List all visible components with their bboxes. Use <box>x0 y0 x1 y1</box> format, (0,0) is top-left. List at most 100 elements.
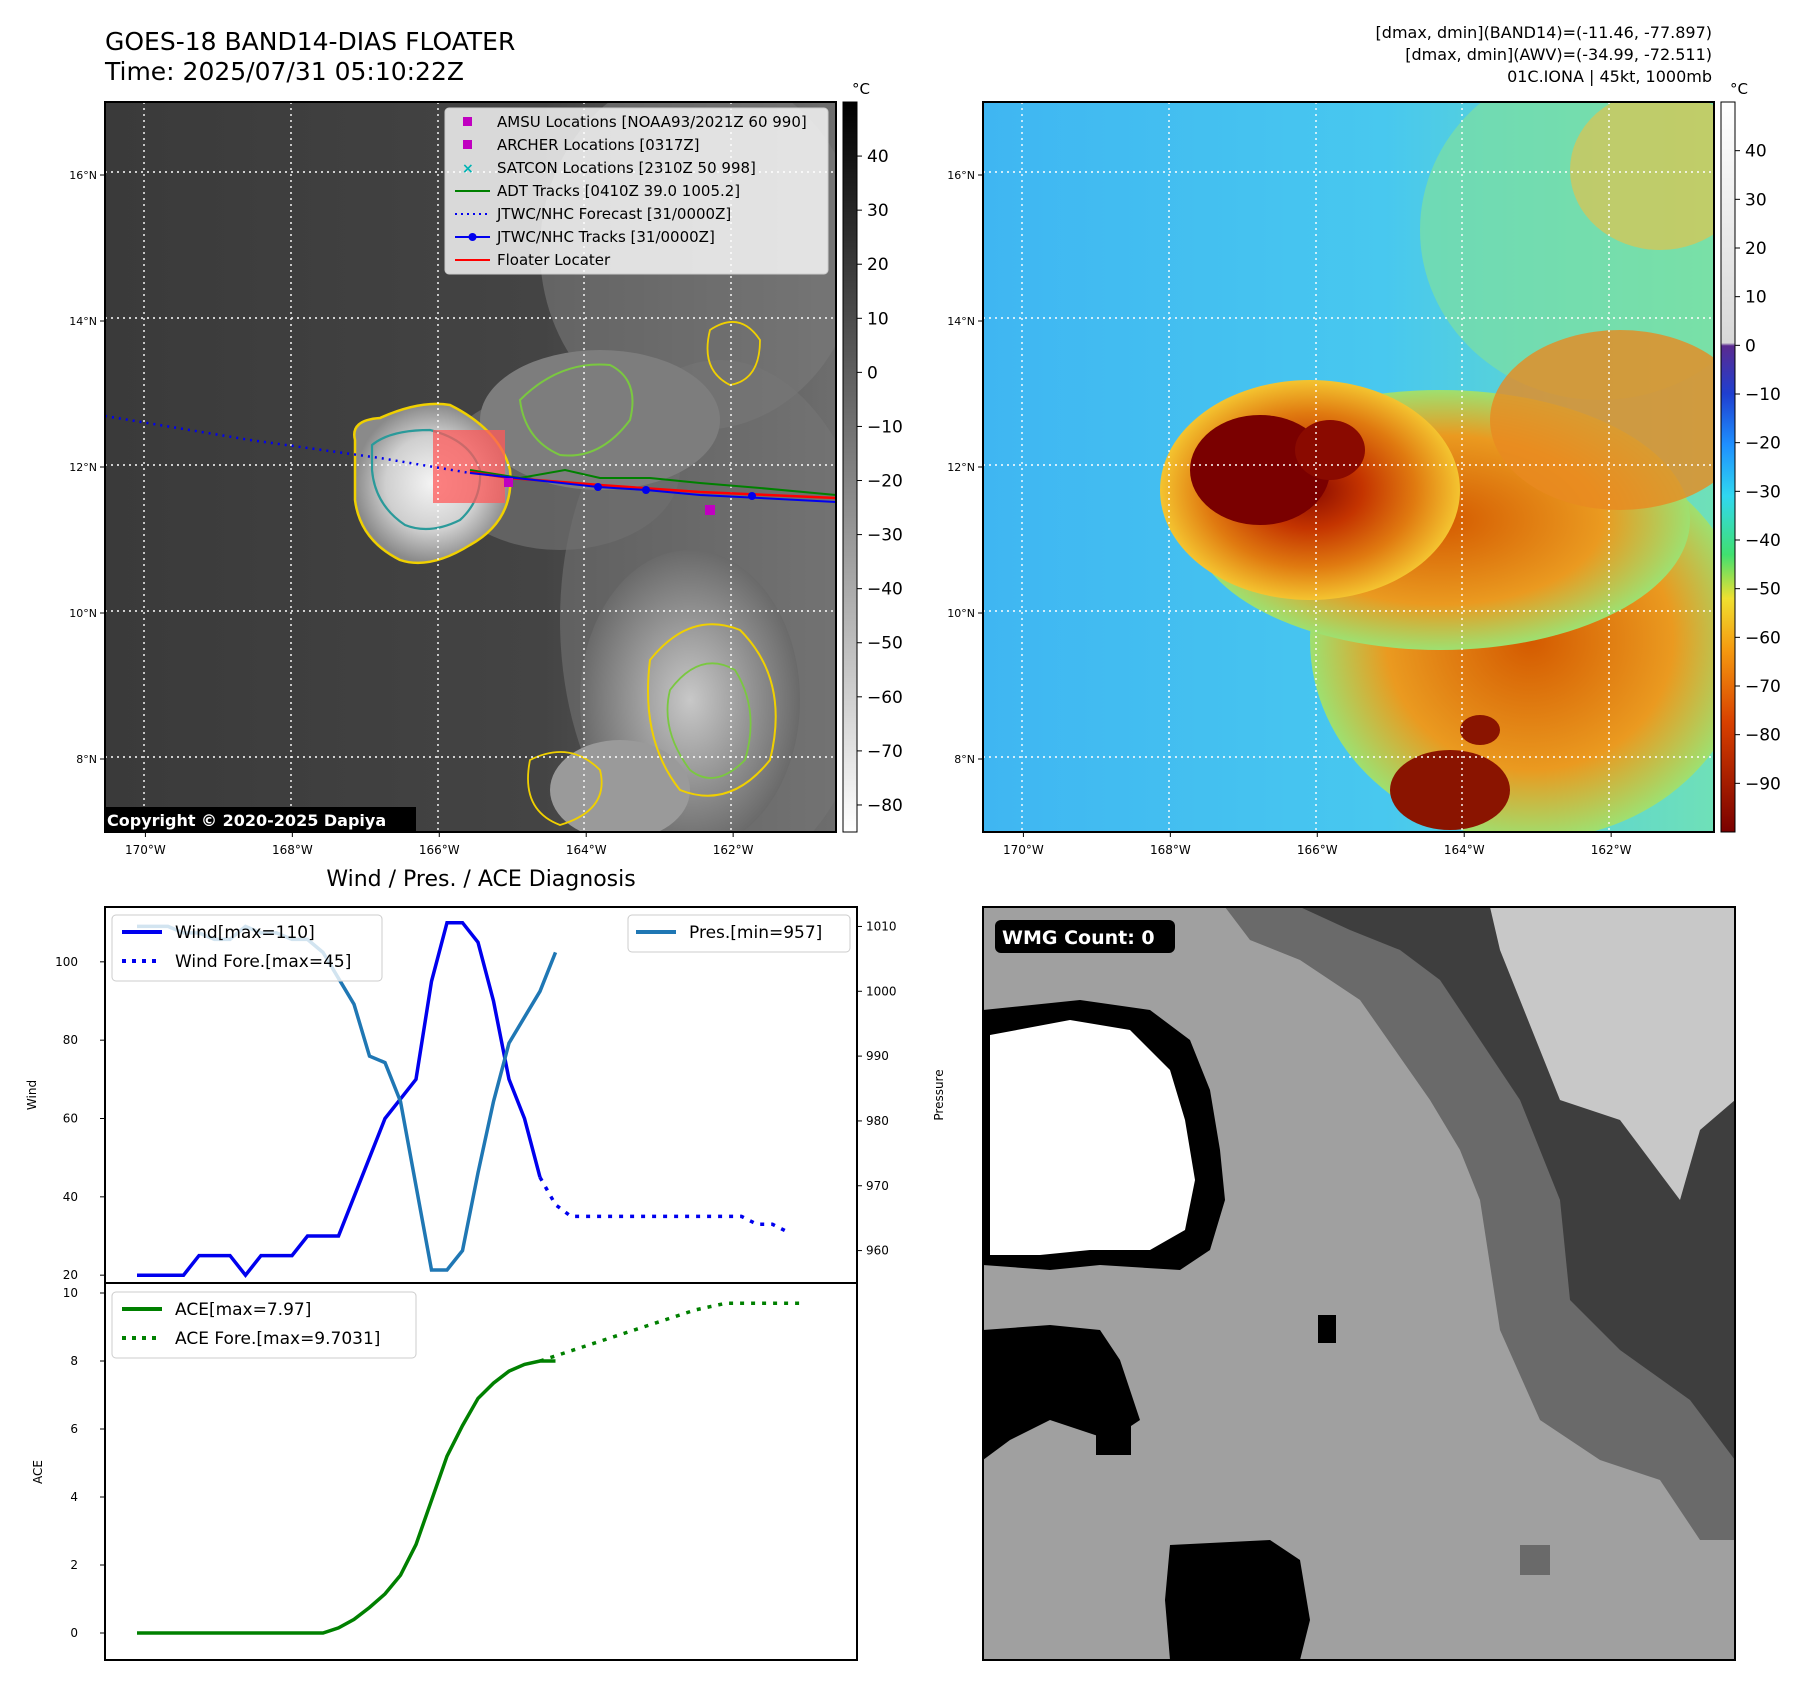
lat-tick-label: 16°N <box>69 169 97 182</box>
ir-axes: 170°W 168°W 166°W 164°W 162°W 16°N 14°N 12°N 10°… <box>69 169 753 857</box>
legend-label: JTWC/NHC Tracks [31/0000Z] <box>496 228 715 246</box>
wmg-panel: WMG Count: 0 <box>982 906 1736 1661</box>
colorbar-tick-label: 30 <box>1745 190 1767 210</box>
lat-tick-label: 10°N <box>947 607 975 620</box>
ace-legend: ACE[max=7.97] ACE Fore.[max=9.7031] <box>111 1291 417 1359</box>
colorbar-tick-label: −90 <box>1745 774 1781 794</box>
colorbar-tick-label: 0 <box>867 363 878 383</box>
wv-axes: 170°W 168°W 166°W 164°W 162°W 16°N 14°N 12°N 10°… <box>947 169 1631 857</box>
ir-colorbar-ticks: 40 30 20 10 0 −10 −20 −30 −40 −50 −60 −70 −80 <box>857 147 903 816</box>
colorbar-tick-label: −70 <box>1745 677 1781 697</box>
ace-legend-label: ACE[max=7.97] <box>175 1300 311 1320</box>
figure-title: GOES-18 BAND14-DIAS FLOATER <box>105 27 515 56</box>
colorbar-tick-label: −10 <box>1745 385 1781 405</box>
colorbar-tick-label: −30 <box>867 526 903 546</box>
legend-marker: × <box>462 161 474 177</box>
copyright-badge <box>105 807 416 832</box>
pressure-tick-label: 990 <box>866 1049 889 1063</box>
lat-tick-label: 14°N <box>947 315 975 328</box>
pressure-tick-label: 1000 <box>866 984 897 998</box>
ace-chart: 0 2 4 6 8 10 ACE ACE[max=7.97] ACE Fore.[max=… <box>31 1282 858 1661</box>
forecast-series-line <box>538 1176 789 1234</box>
legend-label: Floater Locater <box>497 251 611 269</box>
pressure-axis-label: Pressure <box>932 1069 946 1120</box>
wv-colorbar-ticks: 40 30 20 10 0 −10 −20 −30 −40 −50 −60 −70 −80 −90 <box>1735 142 1781 794</box>
stats-awv: [dmax, dmin](AWV)=(-34.99, -72.511) <box>1405 45 1712 64</box>
colorbar-tick-label: −30 <box>1745 482 1781 502</box>
ace-tick-label: 4 <box>70 1490 78 1504</box>
lon-tick-label: 162°W <box>713 843 754 857</box>
colorbar-tick-label: −20 <box>867 472 903 492</box>
diagnosis-title: Wind / Pres. / ACE Diagnosis <box>326 867 635 892</box>
lat-tick-label: 8°N <box>76 753 97 766</box>
legend-marker <box>463 140 472 149</box>
wind-legend: Wind[max=110] Wind Fore.[max=45] <box>111 914 383 982</box>
legend-marker-dot <box>468 233 477 241</box>
lat-tick-label: 16°N <box>947 169 975 182</box>
series-line <box>137 1359 556 1635</box>
colorbar-tick-label: −70 <box>867 742 903 762</box>
jtwc-track-point <box>642 486 650 494</box>
archer-marker <box>504 478 513 487</box>
storm-info: 01C.IONA | 45kt, 1000mb <box>1507 67 1712 86</box>
lon-tick-label: 164°W <box>566 843 607 857</box>
pressure-legend-label: Pres.[min=957] <box>689 923 822 943</box>
wind-legend-label: Wind[max=110] <box>175 923 315 943</box>
colorbar-tick-label: 20 <box>867 255 889 275</box>
lon-tick-label: 164°W <box>1444 843 1485 857</box>
pressure-tick-label: 960 <box>866 1244 889 1258</box>
colorbar-tick-label: −20 <box>1745 434 1781 454</box>
jtwc-track-point <box>748 492 756 500</box>
wmg-badge <box>995 920 1175 953</box>
colorbar-tick-label: 10 <box>1745 288 1767 308</box>
wind-pressure-chart: 20 40 60 80 100 960 970 980 990 1000 1010 Wind Pre… <box>25 906 946 1284</box>
jtwc-track <box>469 472 836 503</box>
wv-gridlines <box>983 102 1714 832</box>
ir-colorbar-unit: °C <box>852 80 870 98</box>
colorbar-tick-label: 0 <box>1745 336 1756 356</box>
ace-tick-label: 10 <box>63 1286 78 1300</box>
pressure-legend: Pres.[min=957] <box>627 914 851 953</box>
legend-label: ADT Tracks [0410Z 39.0 1005.2] <box>497 182 740 200</box>
wv-colorbar <box>1720 101 1736 833</box>
colorbar-tick-label: −60 <box>1745 628 1781 648</box>
colorbar-tick-label: −80 <box>1745 726 1781 746</box>
forecast-track <box>105 414 471 475</box>
wind-fore-legend-label: Wind Fore.[max=45] <box>175 952 351 972</box>
ace-fore-legend-label: ACE Fore.[max=9.7031] <box>175 1329 380 1349</box>
wind-tick-label: 60 <box>63 1112 78 1126</box>
wv-panel: 170°W 168°W 166°W 164°W 162°W16°N14°N12°N10°… <box>947 80 1781 857</box>
wv-imagery <box>983 102 1714 832</box>
amsu-marker <box>705 505 715 515</box>
wmg-count-text: WMG Count: 0 <box>1002 927 1155 949</box>
pressure-tick-label: 970 <box>866 1179 889 1193</box>
series-line <box>137 920 542 1279</box>
legend-marker <box>463 117 472 126</box>
colorbar-tick-label: −40 <box>867 580 903 600</box>
lon-tick-label: 170°W <box>125 843 166 857</box>
wind-tick-label: 80 <box>63 1033 78 1047</box>
wind-tick-label: 100 <box>55 955 78 969</box>
colorbar-tick-label: 40 <box>1745 142 1767 162</box>
lon-tick-label: 162°W <box>1591 843 1632 857</box>
pressure-tick-label: 980 <box>866 1114 889 1128</box>
ir-legend: AMSU Locations [NOAA93/2021Z 60 990] ARCH… <box>444 107 829 275</box>
lon-tick-label: 166°W <box>1297 843 1338 857</box>
lat-tick-label: 8°N <box>954 753 975 766</box>
lat-tick-label: 10°N <box>69 607 97 620</box>
ace-axis-label: ACE <box>31 1460 45 1484</box>
wv-colorbar-unit: °C <box>1730 80 1748 98</box>
legend-label: SATCON Locations [2310Z 50 998] <box>497 159 756 177</box>
colorbar-tick-label: 40 <box>867 147 889 167</box>
colorbar-tick-label: −50 <box>867 634 903 654</box>
ace-tick-label: 2 <box>70 1558 78 1572</box>
ir-colorbar <box>842 101 858 833</box>
wind-tick-label: 20 <box>63 1268 78 1282</box>
forecast-series-line <box>539 1301 804 1363</box>
jtwc-track-point <box>594 483 602 491</box>
colorbar-tick-label: 30 <box>867 201 889 221</box>
colorbar-tick-label: 20 <box>1745 239 1767 259</box>
pressure-tick-label: 1010 <box>866 919 897 933</box>
wmg-frame <box>982 906 1736 1661</box>
lon-tick-label: 168°W <box>272 843 313 857</box>
